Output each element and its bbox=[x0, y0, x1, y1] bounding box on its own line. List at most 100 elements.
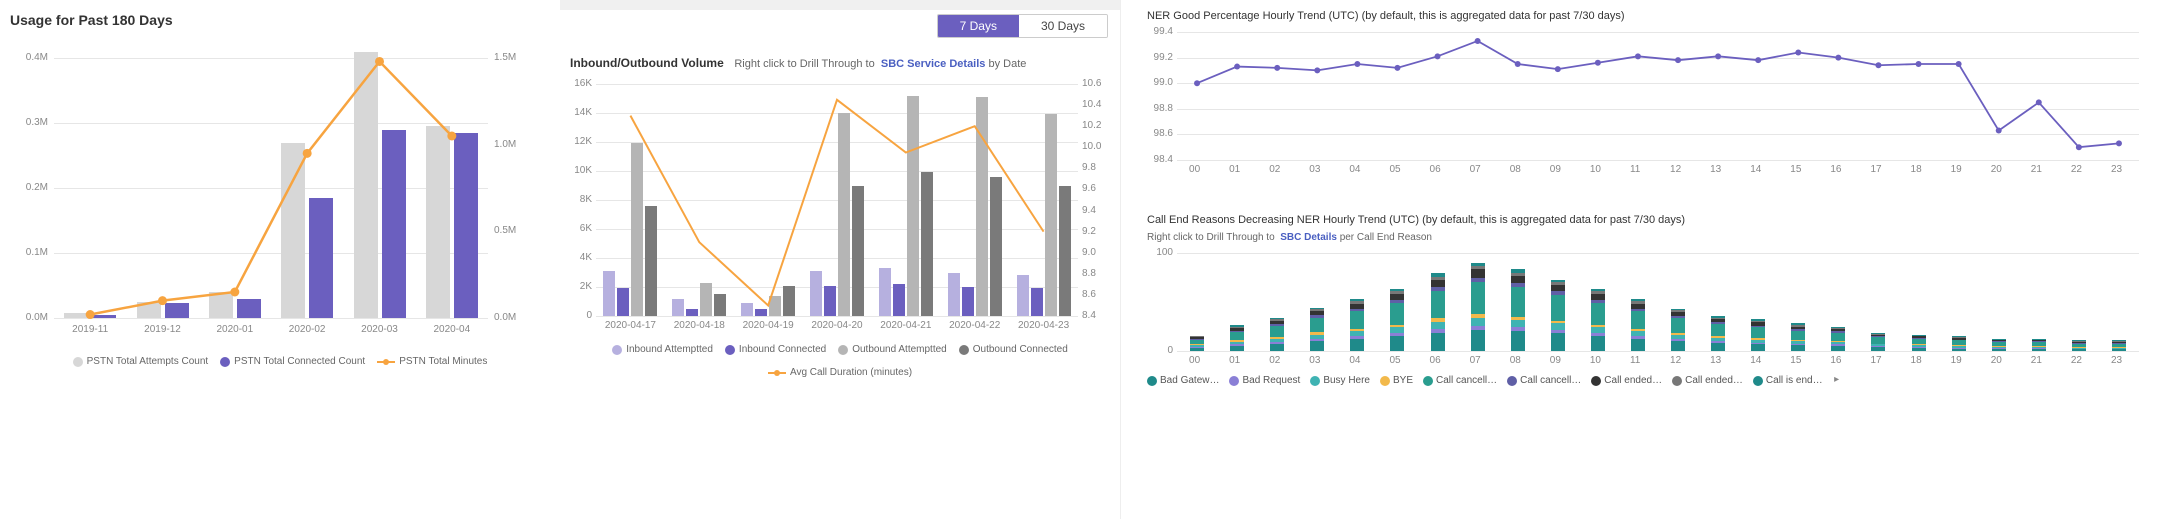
bar-connected bbox=[237, 299, 261, 319]
toggle-7days[interactable]: 7 Days bbox=[938, 15, 1019, 37]
x-tick: 21 bbox=[2031, 164, 2042, 175]
y2-tick: 8.6 bbox=[1082, 289, 1096, 300]
x-tick: 09 bbox=[1550, 164, 1561, 175]
ner-chart: 98.498.698.899.099.299.40001020304050607… bbox=[1147, 28, 2147, 178]
hint-post: by Date bbox=[988, 58, 1026, 70]
legend-item[interactable]: Avg Call Duration (minutes) bbox=[768, 367, 912, 378]
bar-connected bbox=[382, 130, 406, 319]
y-tick: 0 bbox=[566, 310, 592, 321]
bar-inCon bbox=[824, 286, 836, 316]
x-tick: 13 bbox=[1710, 355, 1721, 366]
y2-tick: 10.6 bbox=[1082, 78, 1101, 89]
x-tick: 03 bbox=[1309, 355, 1320, 366]
x-tick: 17 bbox=[1870, 355, 1881, 366]
x-tick: 2020-01 bbox=[207, 324, 263, 335]
bar-outCon bbox=[921, 172, 933, 316]
sbc-details-link[interactable]: SBC Details bbox=[1280, 232, 1337, 243]
x-tick: 18 bbox=[1911, 355, 1922, 366]
legend-item[interactable]: Inbound Connected bbox=[725, 344, 826, 355]
bar-inAtt bbox=[603, 271, 615, 316]
x-tick: 01 bbox=[1229, 164, 1240, 175]
x-tick: 23 bbox=[2111, 164, 2122, 175]
legend-item[interactable]: Outbound Attemptted bbox=[838, 344, 947, 355]
stack-bar bbox=[2112, 340, 2126, 351]
legend-item[interactable]: Call is end… bbox=[1753, 375, 1823, 386]
x-tick: 23 bbox=[2111, 355, 2122, 366]
inout-title: Inbound/Outbound Volume bbox=[570, 56, 724, 70]
x-tick: 2020-04-21 bbox=[872, 320, 940, 331]
x-tick: 2020-04-18 bbox=[665, 320, 733, 331]
legend-item[interactable]: Inbound Attemptted bbox=[612, 344, 713, 355]
legend-item[interactable]: Call cancell… bbox=[1423, 375, 1497, 386]
bar-inCon bbox=[893, 284, 905, 316]
x-tick: 2020-04 bbox=[424, 324, 480, 335]
stack-bar bbox=[1310, 308, 1324, 351]
x-tick: 10 bbox=[1590, 355, 1601, 366]
y-tick: 6K bbox=[566, 223, 592, 234]
y-tick: 98.8 bbox=[1147, 103, 1173, 114]
y-tick: 98.4 bbox=[1147, 154, 1173, 165]
y2-tick: 9.6 bbox=[1082, 183, 1096, 194]
bar-inCon bbox=[617, 288, 629, 316]
y2-tick: 8.4 bbox=[1082, 310, 1096, 321]
x-tick: 2019-12 bbox=[135, 324, 191, 335]
x-tick: 00 bbox=[1189, 355, 1200, 366]
y2-tick: 10.0 bbox=[1082, 141, 1101, 152]
x-tick: 08 bbox=[1510, 164, 1521, 175]
bar-inCon bbox=[962, 287, 974, 316]
bar-outAtt bbox=[769, 296, 781, 316]
stack-bar bbox=[1831, 327, 1845, 351]
legend-item[interactable]: Call ended… bbox=[1591, 375, 1662, 386]
bar-outAtt bbox=[700, 283, 712, 316]
x-tick: 00 bbox=[1189, 164, 1200, 175]
y-tick: 100 bbox=[1147, 247, 1173, 258]
x-tick: 14 bbox=[1750, 164, 1761, 175]
days-toggle[interactable]: 7 Days 30 Days bbox=[937, 14, 1108, 38]
legend-item[interactable]: BYE bbox=[1380, 375, 1413, 386]
y2-tick: 0.0M bbox=[494, 312, 516, 323]
legend-item[interactable]: PSTN Total Attempts Count bbox=[73, 356, 209, 367]
legend-item[interactable]: PSTN Total Connected Count bbox=[220, 356, 365, 367]
legend-item[interactable]: Outbound Connected bbox=[959, 344, 1068, 355]
sbc-service-details-link[interactable]: SBC Service Details bbox=[881, 58, 986, 70]
stack-bar bbox=[1952, 336, 1966, 351]
bar-outCon bbox=[714, 294, 726, 316]
hint-pre: Right click to Drill Through to bbox=[734, 58, 874, 70]
legend-scroll-right-icon[interactable]: ▸ bbox=[1833, 375, 1841, 383]
x-tick: 07 bbox=[1470, 164, 1481, 175]
stack-bar bbox=[1551, 280, 1565, 351]
x-tick: 16 bbox=[1830, 355, 1841, 366]
x-tick: 22 bbox=[2071, 355, 2082, 366]
legend-item[interactable]: Busy Here bbox=[1310, 375, 1370, 386]
x-tick: 19 bbox=[1951, 164, 1962, 175]
legend-item[interactable]: Call cancell… bbox=[1507, 375, 1581, 386]
y-tick: 2K bbox=[566, 281, 592, 292]
y2-tick: 8.8 bbox=[1082, 268, 1096, 279]
x-tick: 09 bbox=[1550, 355, 1561, 366]
x-tick: 11 bbox=[1630, 164, 1640, 175]
legend-item[interactable]: Call ended… bbox=[1672, 375, 1743, 386]
ner-title: NER Good Percentage Hourly Trend (UTC) (… bbox=[1147, 10, 2165, 22]
stack-bar bbox=[2072, 340, 2086, 351]
right-panel: NER Good Percentage Hourly Trend (UTC) (… bbox=[1120, 0, 2171, 519]
y-tick: 0.2M bbox=[10, 182, 48, 193]
y-tick: 14K bbox=[566, 107, 592, 118]
bar-connected bbox=[309, 198, 333, 318]
x-tick: 01 bbox=[1229, 355, 1240, 366]
legend-item[interactable]: Bad Gatew… bbox=[1147, 375, 1219, 386]
usage-180-title: Usage for Past 180 Days bbox=[10, 12, 550, 28]
bar-inCon bbox=[1031, 288, 1043, 316]
bar-attempts bbox=[64, 313, 88, 318]
legend-item[interactable]: PSTN Total Minutes bbox=[377, 356, 487, 367]
bar-connected bbox=[454, 133, 478, 318]
x-tick: 2020-04-20 bbox=[803, 320, 871, 331]
x-tick: 15 bbox=[1790, 355, 1801, 366]
bar-outCon bbox=[1059, 186, 1071, 317]
bar-connected bbox=[92, 315, 116, 318]
x-tick: 07 bbox=[1470, 355, 1481, 366]
x-tick: 10 bbox=[1590, 164, 1601, 175]
legend-item[interactable]: Bad Request bbox=[1229, 375, 1300, 386]
bar-attempts bbox=[137, 302, 161, 318]
x-tick: 06 bbox=[1430, 164, 1441, 175]
toggle-30days[interactable]: 30 Days bbox=[1019, 15, 1107, 37]
